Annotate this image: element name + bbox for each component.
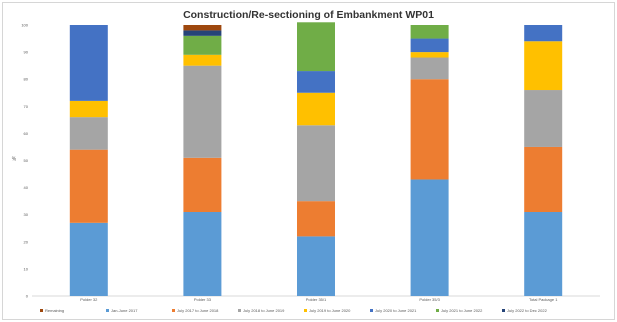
y-tick-label: 10 [24,266,29,271]
legend-label: Remaining [45,308,64,313]
y-tick-label: 0 [26,294,29,299]
legend-swatch [502,309,505,312]
legend-label: July 2018 to June 2019 [243,308,285,313]
bar-segment [183,157,222,212]
y-tick-label: 40 [24,185,29,190]
bar-segment [183,30,222,36]
y-tick-label: 60 [24,131,29,136]
legend-swatch [370,309,373,312]
bar-segment [69,149,108,223]
y-tick-label: 100 [21,23,28,28]
y-tick-label: 70 [24,104,29,109]
x-tick-label: Polder 35/3 [419,297,440,302]
bar-segment [524,41,563,91]
bar-segment [183,65,222,158]
x-tick-label: Polder 33 [194,297,212,302]
legend-swatch [106,309,109,312]
bar-segment [297,71,335,93]
legend-swatch [40,309,43,312]
legend-swatch [238,309,241,312]
bar-segment [183,35,222,55]
legend-swatch [304,309,307,312]
bar-segment [410,57,449,80]
legend-swatch [436,309,439,312]
bar-segment [297,22,335,72]
bar-segment [410,52,449,58]
legend-label: Jan-June 2017 [111,308,138,313]
legend-label: July 2020 to June 2021 [375,308,417,313]
bar-segment [297,125,335,202]
bar-segment [524,211,563,296]
bar-segment [183,211,222,296]
bar-segment [410,179,449,296]
x-tick-label: Polder 32 [80,297,98,302]
legend-label: July 2017 to June 2018 [177,308,219,313]
bar-segment [524,146,563,212]
y-tick-label: 20 [24,239,29,244]
bar-segment [410,79,449,180]
legend-swatch [172,309,175,312]
bar-segment [410,25,449,39]
legend-label: July 2021 to June 2022 [441,308,483,313]
bar-segment [69,100,108,118]
bar-segment [297,92,335,126]
legend-label: July 2019 to June 2020 [309,308,351,313]
bar-segment [69,222,108,296]
bar-segment [410,38,449,53]
bar-segment [297,236,335,296]
bar-segment [183,54,222,66]
x-tick-label: Total Package 1 [529,297,558,302]
y-axis-title: % [12,157,17,163]
bar-segment [69,25,108,101]
y-tick-label: 90 [24,50,29,55]
bar-segment [69,117,108,150]
bar-segment [524,25,563,42]
y-tick-label: 30 [24,212,29,217]
bar-segment [183,25,222,31]
y-tick-label: 50 [24,158,29,163]
chart-title: Construction/Re-sectioning of Embankment… [183,9,434,21]
bar-segment [524,90,563,147]
bar-segment [297,201,335,237]
y-tick-label: 80 [24,77,29,82]
x-tick-label: Polder 35/1 [306,297,327,302]
legend-label: July 2022 to Dec 2022 [507,308,548,313]
